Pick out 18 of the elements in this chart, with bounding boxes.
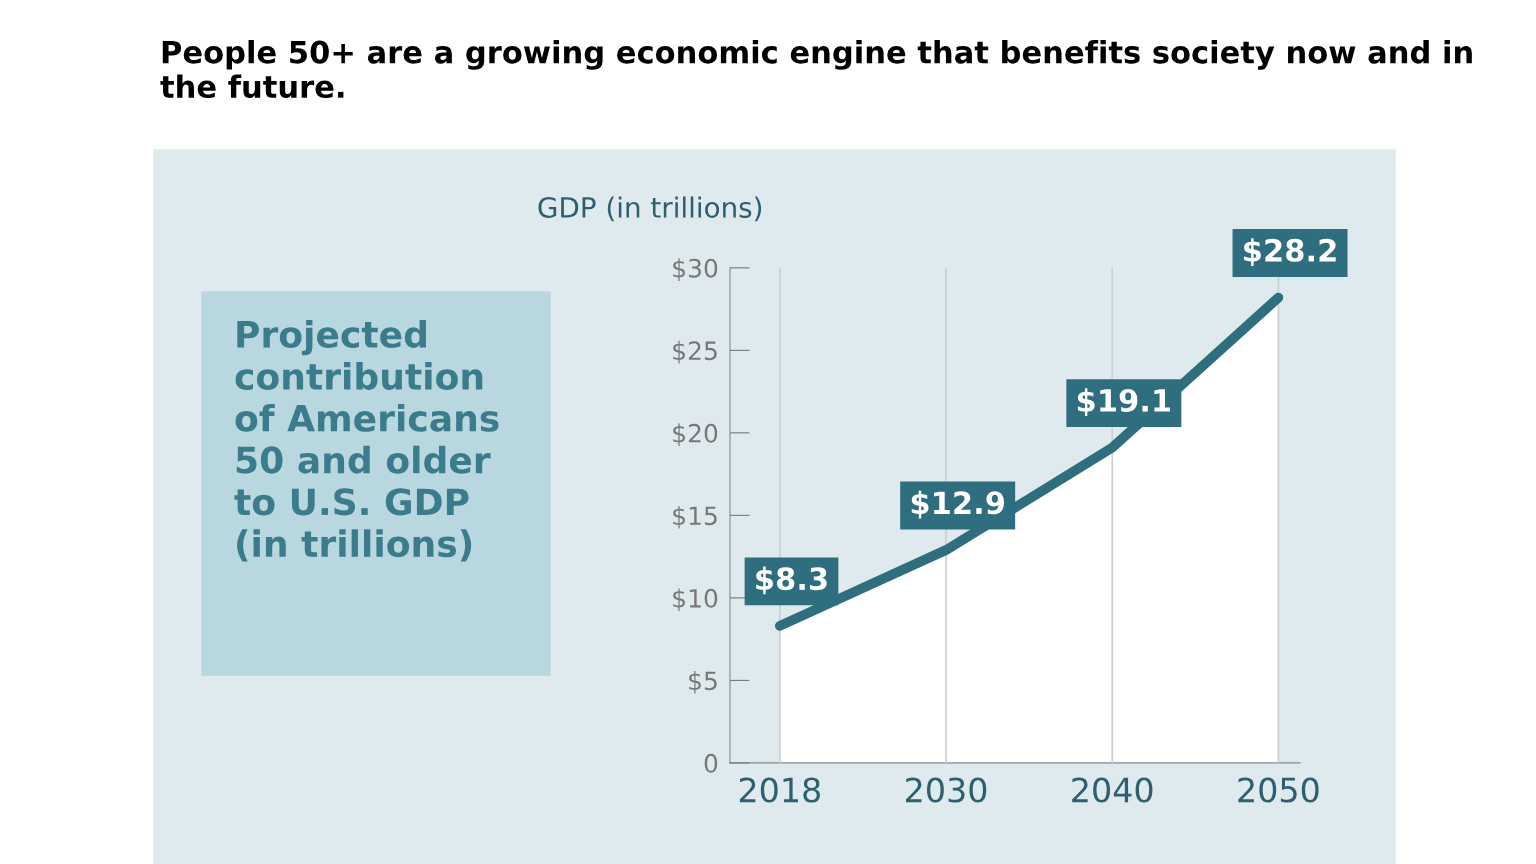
x-tick-label: 2040 xyxy=(1072,777,1153,803)
y-tick-label: $5 xyxy=(689,670,717,694)
x-tick-label: 2030 xyxy=(906,777,987,803)
text: $19.1 xyxy=(1077,388,1171,417)
chart-title: People 50+ are a growing economic engine that benefits society now and in the future. xyxy=(160,40,1472,99)
x-tick-label: 2050 xyxy=(1238,777,1319,803)
y-tick-label: $20 xyxy=(673,423,718,447)
text: $28.2 xyxy=(1244,238,1336,266)
x-tick-label: 2018 xyxy=(739,777,820,803)
y-axis-title: GDP (in trillions) xyxy=(538,196,762,222)
text: $8.3 xyxy=(756,566,827,595)
y-tick-label: $15 xyxy=(673,505,717,529)
y-tick-label: 0 xyxy=(704,753,718,773)
y-tick-label: $10 xyxy=(673,588,718,612)
y-tick-label: $30 xyxy=(673,258,718,282)
y-tick-label: $25 xyxy=(673,340,717,364)
text: Projected contribution of Americans 50 and older to U.S. GDP (in trillions) xyxy=(234,320,499,562)
text: $12.9 xyxy=(911,490,1005,519)
